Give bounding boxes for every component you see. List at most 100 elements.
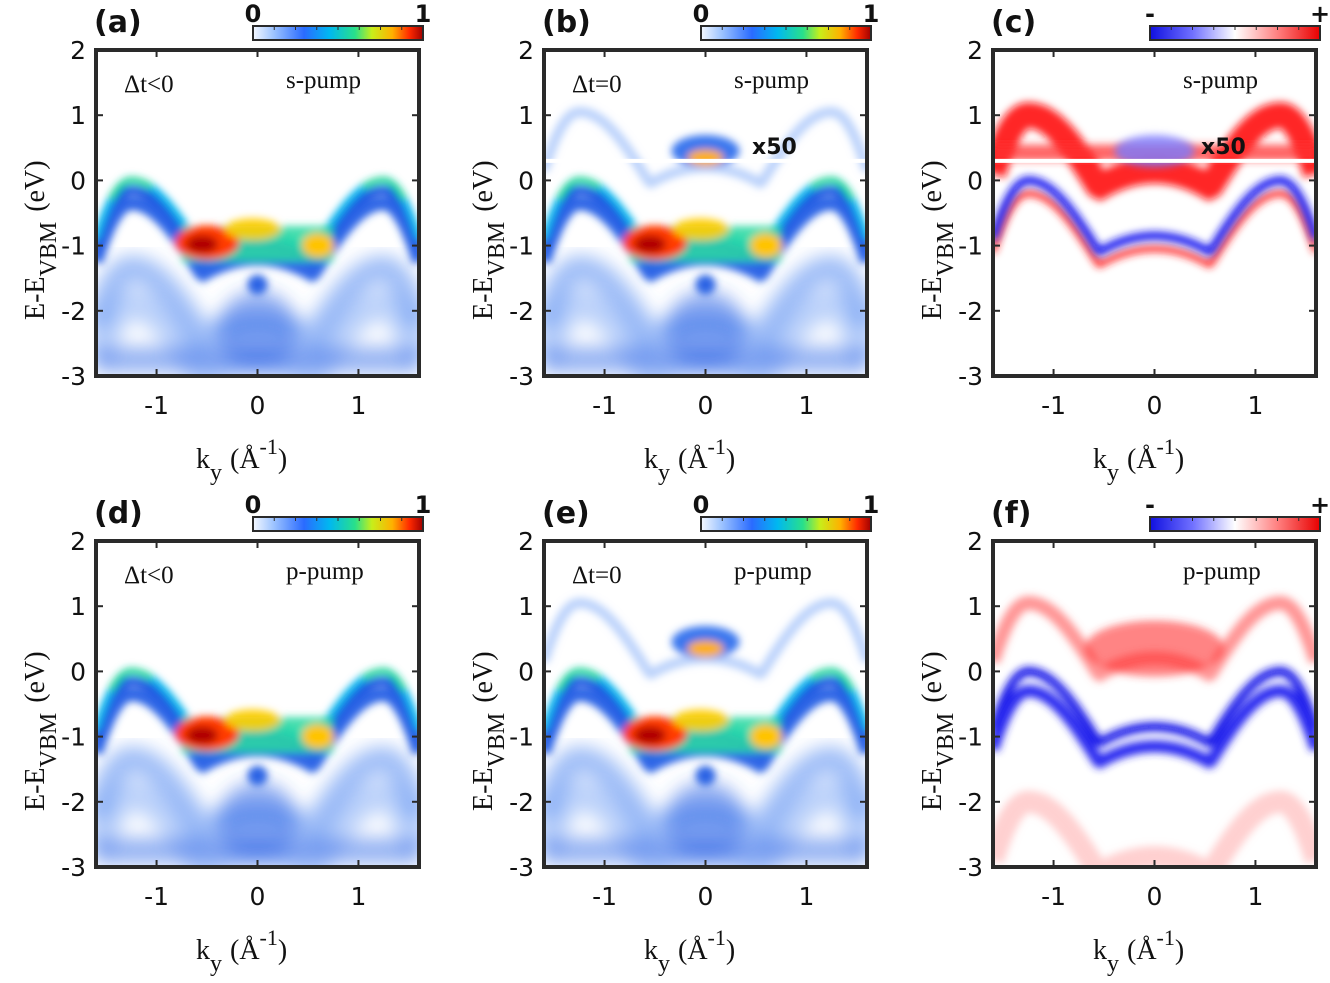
plot-background <box>993 50 1316 376</box>
y-tick-label: -2 <box>61 788 86 817</box>
x-axis-subscript: y <box>210 951 222 977</box>
y-tick-label: -1 <box>958 232 983 261</box>
y-tick-label: -1 <box>61 232 86 261</box>
heatmap-body <box>993 50 1316 376</box>
y-tick-label: 0 <box>70 166 86 195</box>
y-tick-label: -3 <box>509 853 534 882</box>
y-axis-unit: (eV) <box>20 651 51 702</box>
x-axis-unit: (Å <box>1127 444 1157 475</box>
colorbar-min-label: - <box>1145 491 1155 519</box>
y-axis-subscript: VBM <box>484 713 510 768</box>
x-axis-superscript: -1 <box>260 925 278 950</box>
panel-label: (f) <box>991 496 1031 531</box>
x-tick-label: 1 <box>1247 882 1263 911</box>
lower-band-glow <box>544 255 867 376</box>
y-tick-label: -2 <box>61 297 86 326</box>
y-axis-symbol: E-E <box>917 276 948 320</box>
y-tick-label: 2 <box>70 527 86 556</box>
y-tick-label: -3 <box>509 362 534 391</box>
colorbar-min-label: 0 <box>693 0 710 28</box>
x-axis-symbol: k <box>644 935 658 966</box>
y-tick-label: 2 <box>70 36 86 65</box>
negative-signal <box>993 666 1316 769</box>
y-tick-label: -2 <box>958 297 983 326</box>
pump-label: s-pump <box>1183 67 1258 94</box>
x-axis-unit-close: ) <box>726 935 735 966</box>
y-tick-label: -3 <box>61 362 86 391</box>
x-axis-superscript: -1 <box>708 925 726 950</box>
valence-bands <box>544 176 867 295</box>
x-tick-label: -1 <box>144 391 169 420</box>
x-axis-label: ky (Å-1) <box>1093 434 1184 486</box>
x-tick-label: 0 <box>250 391 266 420</box>
x-axis-unit: (Å <box>678 444 708 475</box>
x-tick-label: 0 <box>698 882 714 911</box>
x-axis-subscript: y <box>1107 460 1119 486</box>
panel-label: (d) <box>94 496 143 531</box>
heatmap-body <box>96 541 419 867</box>
panel-label: (e) <box>542 496 590 531</box>
y-axis-symbol: E-E <box>468 767 499 811</box>
colorbar-max-label: 1 <box>863 491 880 519</box>
y-tick-label: 1 <box>967 592 983 621</box>
colorbar-min-label: - <box>1145 0 1155 28</box>
y-axis-symbol: E-E <box>20 767 51 811</box>
delay-label: Δt=0 <box>572 71 622 98</box>
x-tick-label: 0 <box>698 391 714 420</box>
y-tick-label: -1 <box>509 723 534 752</box>
x-tick-label: 0 <box>250 882 266 911</box>
x-tick-label: 1 <box>1247 391 1263 420</box>
y-axis-symbol: E-E <box>20 276 51 320</box>
x-axis-superscript: -1 <box>260 434 278 459</box>
y-axis-subscript: VBM <box>484 222 510 277</box>
x-axis-symbol: k <box>1093 444 1107 475</box>
heatmap-body <box>993 541 1316 867</box>
lower-band-glow <box>96 255 419 376</box>
y-axis-unit: (eV) <box>20 160 51 211</box>
y-tick-label: 1 <box>518 592 534 621</box>
y-tick-label: 0 <box>518 166 534 195</box>
y-axis-unit: (eV) <box>468 160 499 211</box>
x-tick-label: -1 <box>144 882 169 911</box>
y-axis-label: E-EVBM (eV) <box>917 160 959 320</box>
x-axis-symbol: k <box>196 935 210 966</box>
plot-background <box>993 541 1316 867</box>
colorbar-max-label: 1 <box>415 491 432 519</box>
y-tick-label: 2 <box>518 527 534 556</box>
panel-label: (b) <box>542 5 591 40</box>
x-axis-unit: (Å <box>230 444 260 475</box>
y-axis-label: E-EVBM (eV) <box>917 651 959 811</box>
x-axis-superscript: -1 <box>1157 434 1175 459</box>
x-axis-label: ky (Å-1) <box>644 434 735 486</box>
scale-factor-note: x50 <box>1201 135 1246 160</box>
x-tick-label: 1 <box>798 391 814 420</box>
delay-label: Δt<0 <box>124 71 174 98</box>
x-tick-label: 1 <box>798 882 814 911</box>
delay-label: Δt=0 <box>572 562 622 589</box>
y-axis-label: E-EVBM (eV) <box>468 160 510 320</box>
positive-signal <box>993 596 1316 867</box>
y-tick-label: 2 <box>967 527 983 556</box>
colorbar-min-label: 0 <box>245 491 262 519</box>
x-axis-symbol: k <box>196 444 210 475</box>
y-axis-symbol: E-E <box>917 767 948 811</box>
y-axis-symbol: E-E <box>468 276 499 320</box>
y-axis-label: E-EVBM (eV) <box>468 651 510 811</box>
colorbar-max-label: 1 <box>863 0 880 28</box>
x-axis-subscript: y <box>1107 951 1119 977</box>
x-axis-subscript: y <box>658 951 670 977</box>
colorbar-max-label: + <box>1310 0 1330 28</box>
x-axis-unit-close: ) <box>1175 444 1184 475</box>
y-tick-label: -1 <box>61 723 86 752</box>
heatmap-body <box>544 541 867 867</box>
x-axis-label: ky (Å-1) <box>1093 925 1184 977</box>
x-axis-symbol: k <box>1093 935 1107 966</box>
y-tick-label: 0 <box>518 657 534 686</box>
x-axis-unit: (Å <box>230 935 260 966</box>
panel-label: (c) <box>991 5 1036 40</box>
colorbar-min-label: 0 <box>693 491 710 519</box>
